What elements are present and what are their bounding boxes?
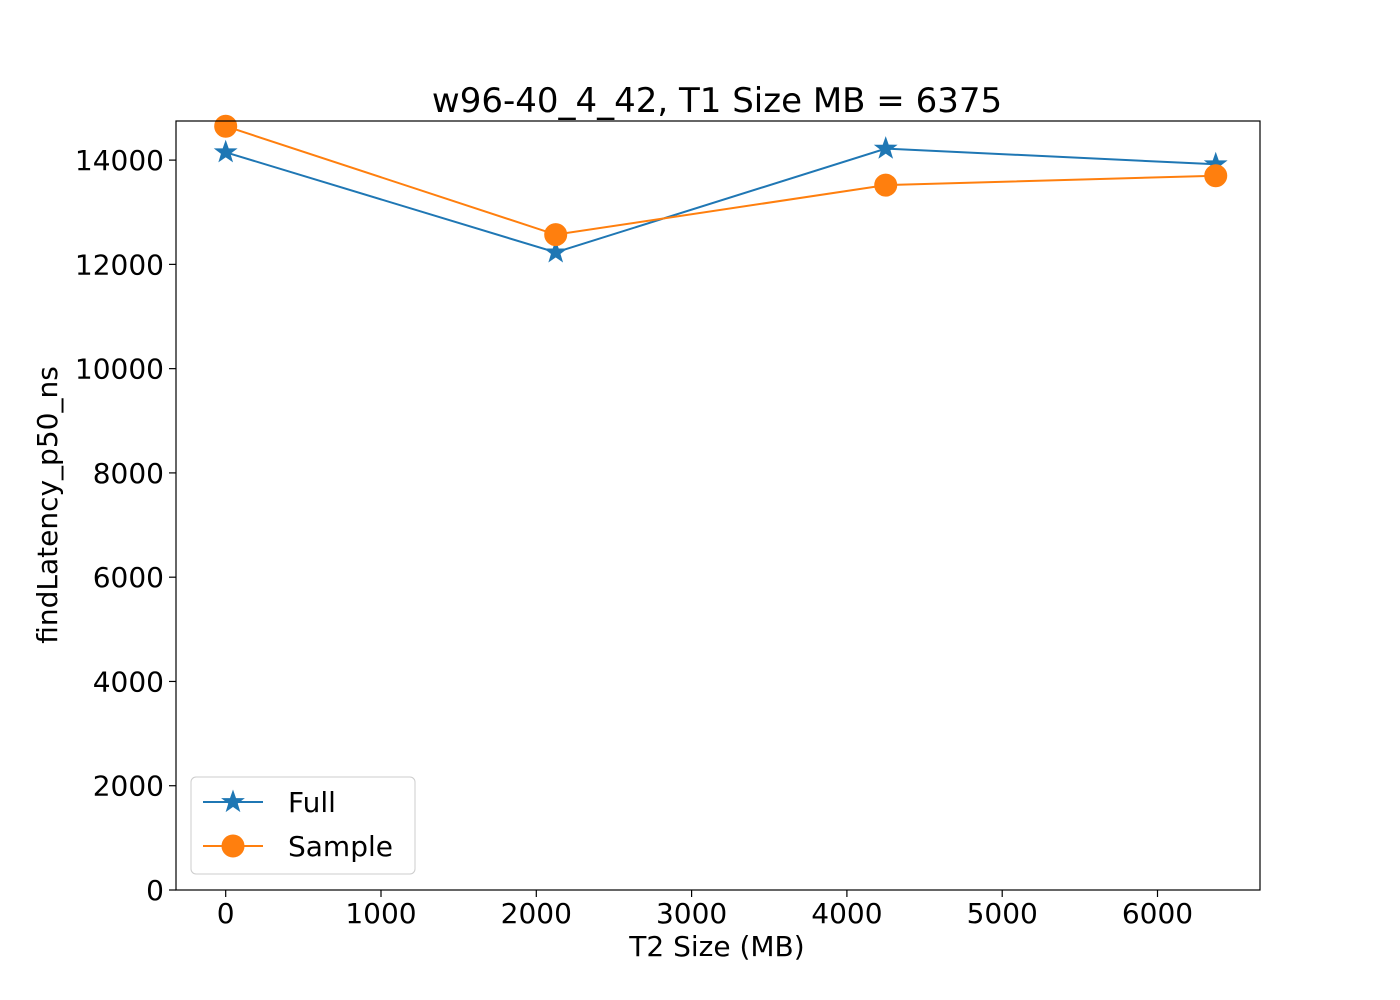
axes: 0 1000 2000 3000 4000 5000 6000 0 2000 4000 6000 80… xyxy=(75,120,1261,930)
y-tick-label: 0 xyxy=(146,874,164,907)
data-point xyxy=(873,136,898,159)
data-point xyxy=(214,114,238,138)
y-tick-label: 10000 xyxy=(75,353,164,386)
legend-item-full: Full xyxy=(203,786,336,819)
legend-label: Sample xyxy=(288,830,393,863)
chart-title: w96-40_4_42, T1 Size MB = 6375 xyxy=(432,81,1002,121)
data-point xyxy=(213,139,238,163)
series-line xyxy=(225,125,1216,236)
y-tick-label: 14000 xyxy=(75,144,164,177)
x-tick-label: 1000 xyxy=(345,897,416,930)
y-tick-label: 12000 xyxy=(75,248,164,281)
x-tick-label: 5000 xyxy=(967,897,1038,930)
data-point xyxy=(544,223,568,247)
star-marker-icon xyxy=(221,789,245,813)
x-tick-label: 2000 xyxy=(501,897,572,930)
series-full xyxy=(213,136,1228,263)
x-tick-label: 6000 xyxy=(1122,897,1193,930)
x-axis-label: T2 Size (MB) xyxy=(628,930,804,963)
y-tick-label: 6000 xyxy=(93,561,164,594)
legend-item-sample: Sample xyxy=(203,830,393,863)
series-line xyxy=(225,147,1216,254)
plot-area xyxy=(213,114,1228,263)
legend-label: Full xyxy=(288,786,336,819)
series-sample xyxy=(214,114,1228,247)
y-axis-label: findLatency_p50_ns xyxy=(31,366,64,644)
data-point xyxy=(543,239,568,263)
x-tick-label: 4000 xyxy=(811,897,882,930)
y-tick-label: 4000 xyxy=(93,665,164,698)
y-tick-label: 2000 xyxy=(93,770,164,803)
plot-frame xyxy=(175,120,1261,891)
legend: Full Sample xyxy=(190,776,416,875)
data-point xyxy=(1204,164,1228,188)
data-point xyxy=(874,173,898,197)
y-tick-label: 8000 xyxy=(93,457,164,490)
circle-marker-icon xyxy=(221,834,245,858)
x-tick-label: 0 xyxy=(217,897,235,930)
x-tick-label: 3000 xyxy=(656,897,727,930)
